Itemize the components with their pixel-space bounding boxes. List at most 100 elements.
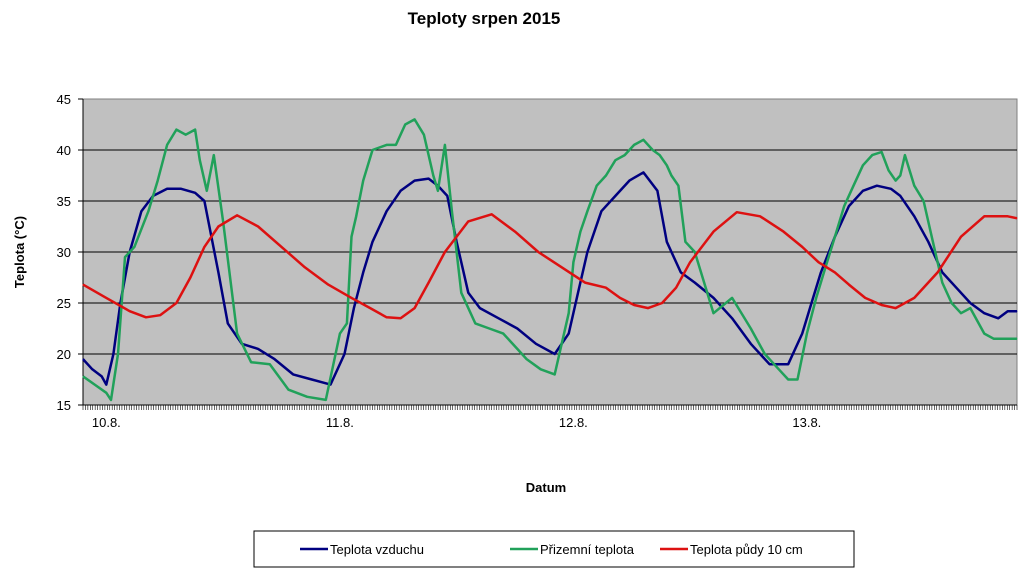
y-tick-label: 25	[57, 296, 71, 311]
data-point	[467, 220, 469, 222]
data-point	[351, 236, 352, 238]
data-point	[145, 316, 147, 318]
data-point	[666, 164, 668, 166]
data-point	[101, 375, 103, 377]
data-point	[189, 277, 191, 278]
data-point	[498, 317, 500, 319]
data-point	[783, 231, 784, 233]
data-point	[217, 271, 219, 273]
chart-title: Teploty srpen 2015	[408, 9, 561, 28]
data-point	[661, 302, 663, 304]
gridlines	[83, 149, 1017, 355]
data-point	[951, 302, 953, 304]
data-point	[175, 302, 177, 304]
data-point	[236, 214, 238, 216]
data-point	[479, 307, 481, 309]
data-point	[801, 333, 803, 335]
data-point	[689, 261, 691, 263]
data-point	[257, 348, 259, 350]
data-point	[955, 287, 957, 289]
data-point	[871, 154, 873, 156]
data-point	[731, 297, 733, 299]
data-point	[414, 118, 416, 120]
data-point	[787, 379, 789, 380]
data-point	[764, 353, 766, 355]
data-point	[666, 241, 668, 243]
data-point	[694, 251, 696, 253]
data-point	[514, 231, 516, 233]
data-point	[203, 246, 205, 248]
data-point	[923, 200, 925, 202]
data-point	[713, 231, 714, 233]
data-point	[222, 220, 224, 222]
y-tick-label: 30	[57, 245, 71, 260]
data-point	[526, 358, 528, 360]
data-point	[1016, 310, 1018, 312]
data-point	[895, 307, 897, 309]
data-point	[362, 271, 364, 273]
data-point	[876, 185, 878, 187]
data-point	[446, 195, 448, 197]
data-point	[586, 251, 588, 253]
data-point	[881, 304, 883, 306]
data-point	[932, 241, 934, 243]
data-point	[467, 292, 469, 294]
data-point	[834, 236, 836, 238]
data-point	[881, 151, 883, 153]
legend-label: Teplota vzduchu	[330, 542, 424, 557]
y-tick-label: 45	[57, 92, 71, 107]
data-point	[386, 316, 388, 318]
data-point	[537, 251, 539, 253]
data-point	[213, 154, 215, 156]
data-point	[659, 154, 661, 156]
data-point	[677, 185, 679, 187]
data-point	[306, 396, 308, 398]
data-point	[736, 211, 738, 213]
data-point	[437, 190, 439, 192]
data-point	[82, 358, 84, 360]
series-line	[82, 171, 1017, 386]
data-point	[129, 310, 131, 312]
data-point	[862, 164, 864, 166]
data-point	[600, 210, 602, 212]
data-point	[217, 226, 219, 227]
data-point	[572, 261, 574, 263]
data-point	[983, 215, 985, 217]
data-point	[960, 312, 962, 314]
data-point	[778, 368, 780, 370]
data-point	[899, 175, 901, 176]
data-point	[362, 180, 364, 182]
data-point	[913, 215, 915, 217]
data-point	[491, 213, 493, 215]
data-point	[913, 185, 915, 187]
data-point	[997, 317, 999, 319]
data-point	[675, 287, 677, 289]
data-point	[488, 328, 490, 329]
data-point	[82, 284, 84, 286]
data-point	[203, 200, 205, 202]
data-point	[344, 353, 345, 355]
data-point	[444, 251, 446, 253]
data-point	[140, 210, 142, 212]
data-point	[890, 188, 892, 190]
data-point	[969, 302, 971, 304]
data-point	[444, 144, 446, 146]
x-minor-ticks	[82, 405, 1018, 410]
data-point	[899, 195, 901, 197]
x-axis-title: Datum	[526, 480, 566, 495]
data-point	[895, 180, 897, 182]
data-point	[605, 175, 607, 176]
data-point	[843, 205, 845, 207]
data-point	[568, 333, 570, 335]
data-point	[787, 363, 789, 365]
data-point	[820, 271, 822, 273]
data-point	[561, 266, 563, 268]
data-point	[848, 284, 850, 286]
legend: Teplota vzduchu Přizemní teplota Teplota p…	[253, 530, 855, 568]
data-point	[853, 185, 854, 187]
data-point	[619, 297, 621, 299]
data-point	[346, 322, 348, 324]
data-point	[157, 180, 159, 182]
data-point	[460, 292, 462, 294]
data-point	[175, 129, 177, 131]
